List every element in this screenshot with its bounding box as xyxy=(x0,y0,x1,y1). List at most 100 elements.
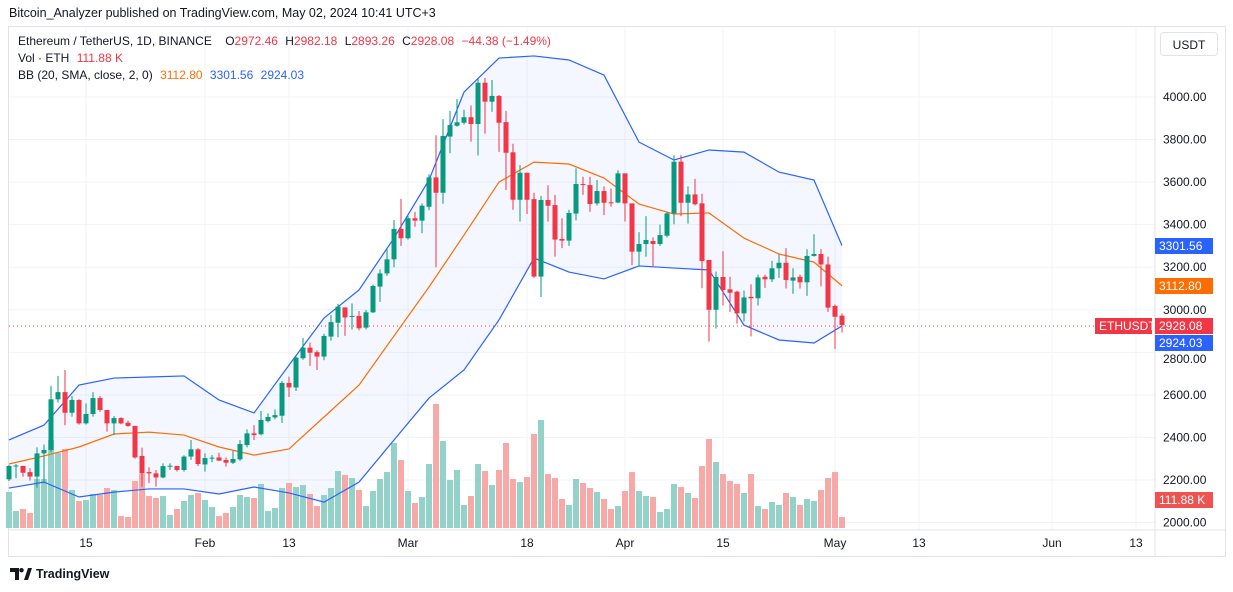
candle-body[interactable] xyxy=(622,173,628,204)
candle-body[interactable] xyxy=(601,191,607,203)
candle-body[interactable] xyxy=(34,453,40,477)
candle-body[interactable] xyxy=(76,399,82,424)
tradingview-logo[interactable]: TradingView xyxy=(10,567,109,581)
candle-body[interactable] xyxy=(55,392,61,400)
candle-body[interactable] xyxy=(321,335,327,357)
candle-body[interactable] xyxy=(433,177,439,193)
candle-body[interactable] xyxy=(643,239,649,245)
candle-body[interactable] xyxy=(279,382,285,416)
candle-body[interactable] xyxy=(741,297,747,314)
candle-body[interactable] xyxy=(62,392,68,413)
candle-body[interactable] xyxy=(720,277,726,290)
candle-body[interactable] xyxy=(69,399,75,413)
candle-body[interactable] xyxy=(419,205,425,221)
candle-body[interactable] xyxy=(440,135,446,193)
candle-body[interactable] xyxy=(286,382,292,388)
candle-body[interactable] xyxy=(762,276,768,280)
candle-body[interactable] xyxy=(132,425,138,458)
candle-body[interactable] xyxy=(447,125,453,137)
candle-body[interactable] xyxy=(244,433,250,446)
candle-body[interactable] xyxy=(818,254,824,265)
candle-body[interactable] xyxy=(370,285,376,313)
candle-body[interactable] xyxy=(251,433,257,436)
candle-body[interactable] xyxy=(552,205,558,240)
candle-body[interactable] xyxy=(734,291,740,314)
candle-body[interactable] xyxy=(195,449,201,465)
candle-body[interactable] xyxy=(685,194,691,203)
candle-body[interactable] xyxy=(363,312,369,328)
candle-body[interactable] xyxy=(608,202,614,204)
candle-body[interactable] xyxy=(216,457,222,461)
candle-body[interactable] xyxy=(181,456,187,470)
candle-body[interactable] xyxy=(307,347,313,353)
candle-body[interactable] xyxy=(636,244,642,252)
candle-body[interactable] xyxy=(230,458,236,463)
candle-body[interactable] xyxy=(202,458,208,465)
bb-label[interactable]: BB (20, SMA, close, 2, 0) xyxy=(18,68,153,82)
candle-body[interactable] xyxy=(265,417,271,422)
candle-body[interactable] xyxy=(748,296,754,299)
candle-body[interactable] xyxy=(839,315,845,326)
candle-body[interactable] xyxy=(804,255,810,283)
candle-body[interactable] xyxy=(426,177,432,207)
candle-body[interactable] xyxy=(755,277,761,299)
candle-body[interactable] xyxy=(349,315,355,317)
candle-body[interactable] xyxy=(258,419,264,435)
candle-body[interactable] xyxy=(377,273,383,287)
candle-body[interactable] xyxy=(384,259,390,274)
candle-body[interactable] xyxy=(825,264,831,308)
candle-body[interactable] xyxy=(174,465,180,470)
candle-body[interactable] xyxy=(468,117,474,125)
candle-body[interactable] xyxy=(405,218,411,239)
candle-body[interactable] xyxy=(510,152,516,200)
candle-body[interactable] xyxy=(664,213,670,236)
candle-body[interactable] xyxy=(83,414,89,424)
candle-body[interactable] xyxy=(538,199,544,277)
candle-body[interactable] xyxy=(489,95,495,102)
candle-body[interactable] xyxy=(153,473,159,478)
candle-body[interactable] xyxy=(412,218,418,221)
candle-body[interactable] xyxy=(209,457,215,459)
currency-button[interactable]: USDT xyxy=(1160,32,1218,56)
candle-body[interactable] xyxy=(146,472,152,474)
candle-body[interactable] xyxy=(48,399,54,450)
volume-label[interactable]: Vol · ETH xyxy=(18,51,70,65)
candle-body[interactable] xyxy=(293,357,299,388)
candle-body[interactable] xyxy=(391,228,397,260)
candle-body[interactable] xyxy=(461,117,467,123)
candle-body[interactable] xyxy=(475,82,481,125)
candle-body[interactable] xyxy=(657,235,663,245)
candle-body[interactable] xyxy=(797,276,803,283)
candle-body[interactable] xyxy=(811,254,817,256)
candle-body[interactable] xyxy=(335,306,341,323)
candle-body[interactable] xyxy=(713,277,719,310)
candle-body[interactable] xyxy=(13,465,19,467)
candle-body[interactable] xyxy=(454,122,460,126)
legend-symbol[interactable]: Ethereum / TetherUS, 1D, BINANCE xyxy=(18,34,212,48)
candle-body[interactable] xyxy=(482,82,488,102)
candle-body[interactable] xyxy=(790,277,796,281)
candle-body[interactable] xyxy=(503,122,509,153)
candle-body[interactable] xyxy=(706,259,712,310)
candle-body[interactable] xyxy=(594,191,600,204)
candle-body[interactable] xyxy=(104,409,110,424)
candle-body[interactable] xyxy=(139,455,145,474)
candle-body[interactable] xyxy=(111,418,117,424)
candle-body[interactable] xyxy=(6,465,12,480)
candle-body[interactable] xyxy=(692,194,698,205)
candle-body[interactable] xyxy=(398,228,404,239)
candle-body[interactable] xyxy=(223,459,229,463)
candle-body[interactable] xyxy=(160,466,166,478)
candle-body[interactable] xyxy=(832,305,838,317)
candle-body[interactable] xyxy=(118,418,124,424)
candle-body[interactable] xyxy=(328,322,334,337)
candle-body[interactable] xyxy=(272,415,278,418)
candle-body[interactable] xyxy=(559,238,565,241)
candle-body[interactable] xyxy=(566,212,572,241)
candle-body[interactable] xyxy=(776,262,782,269)
candle-body[interactable] xyxy=(90,398,96,415)
candle-body[interactable] xyxy=(496,95,502,123)
candle-body[interactable] xyxy=(27,472,33,477)
candle-body[interactable] xyxy=(783,262,789,280)
